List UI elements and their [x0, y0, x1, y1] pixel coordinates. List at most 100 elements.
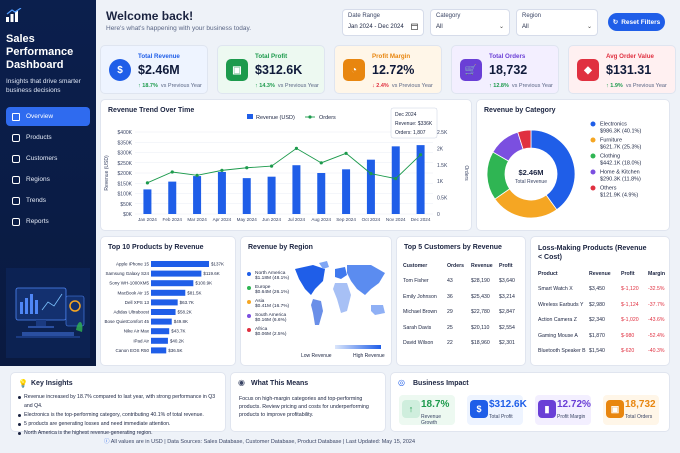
reset-filters-label: Reset Filters [621, 18, 661, 26]
sidebar-item-reports[interactable]: Reports [6, 212, 90, 231]
orders-point [145, 181, 150, 185]
product-label: Adidas Ultraboost [113, 310, 149, 315]
kpi-change-value: 2.4% [376, 83, 389, 89]
table-cell: Michael Brown [403, 309, 438, 315]
table-cell: $2,980 [589, 301, 605, 308]
product-value-label: $137K [211, 262, 224, 267]
sidebar-item-customers[interactable]: Customers [6, 149, 90, 168]
sidebar-item-label: Regions [26, 176, 50, 183]
revenue-bar [342, 169, 351, 214]
kpi-change: ↑ 14.3% vs Previous Year [255, 83, 319, 89]
y2-tick-label: 2.5K [437, 130, 448, 136]
x-tick-label: Feb 2024 [163, 217, 183, 222]
region-legend-item: Africa $0.06M (2.5%) [247, 327, 291, 341]
table-cell: Gaming Mouse A [538, 332, 578, 339]
table-cell: Wireless Earbuds Y [538, 301, 584, 308]
y2-tick-label: 1.5K [437, 163, 448, 169]
table-cell: -43.6% [648, 317, 665, 323]
kpi-change-value: 14.3% [259, 83, 275, 89]
pie-icon: ◔ [343, 59, 365, 81]
kpi-value: $2.46M [138, 63, 180, 77]
revenue-bar [242, 178, 251, 214]
product-bar [151, 299, 178, 306]
revenue-by-region-panel: Revenue by Region North America $1.18M (4… [240, 236, 392, 366]
sidebar: Sales Performance Dashboard Insights tha… [0, 0, 96, 366]
revenue-bar [168, 181, 177, 214]
arrow-down-icon: ↓ [372, 83, 377, 89]
product-bar [151, 347, 167, 354]
table-cell: $2,554 [499, 324, 515, 331]
impact-label: Profit Margin [557, 414, 586, 420]
table-header: Profit [499, 263, 513, 269]
date-range-filter[interactable]: Date Range Jan 2024 - Dec 2024 [342, 9, 424, 36]
legend-category-name: Clothing [600, 154, 620, 160]
kpi-card-total-profit: ▣ Total Profit $312.6K ↑ 14.3% vs Previous Y… [217, 45, 325, 94]
region-filter[interactable]: Region All ⌄ [516, 9, 598, 36]
kpi-change-value: 12.8% [493, 83, 509, 89]
impact-value: 18.7% [421, 399, 450, 410]
x-tick-label: Mar 2024 [187, 217, 207, 222]
date-range-label: Date Range [348, 13, 381, 19]
legend-category-value: $621.7K (25.3%) [600, 145, 641, 151]
kpi-card-avg-order-value: ◆ Avg Order Value $131.31 ↑ 1.9% vs Previous… [568, 45, 676, 94]
eye-icon: ◉ [238, 378, 245, 387]
region-legend-item: Europe $0.64M (26.1%) [247, 285, 291, 299]
region-value: $1.18M (48.1%) [255, 276, 290, 281]
table-cell: $2,847 [499, 309, 515, 315]
insight-item: 5 products are generating losses and nee… [17, 420, 221, 429]
table-cell: $2,301 [499, 340, 515, 346]
y-tick-label: $250K [118, 161, 133, 167]
sidebar-item-trends[interactable]: Trends [6, 191, 90, 210]
product-label: Dell XPS 13 [125, 300, 150, 305]
category-filter[interactable]: Category All ⌄ [430, 9, 510, 36]
product-bar [151, 261, 209, 267]
sidebar-item-label: Trends [26, 197, 46, 204]
product-value-label: $49.8K [174, 319, 188, 324]
insight-item: North America is the highest revenue-gen… [17, 429, 221, 438]
legend-low-label: Low Revenue [301, 353, 332, 359]
region-color-scale [335, 345, 381, 349]
sidebar-item-products[interactable]: Products [6, 128, 90, 147]
orders-point [269, 164, 274, 168]
legend-category-name: Furniture [600, 138, 622, 144]
x-tick-label: Jun 2024 [262, 217, 281, 222]
y2-tick-label: 2K [437, 146, 444, 152]
reset-filters-button[interactable]: ↻ Reset Filters [608, 13, 665, 31]
meaning-text: Focus on high-margin categories and top-… [239, 396, 369, 418]
kpi-change: ↑ 12.8% vs Previous Year [489, 83, 553, 89]
impact-label: Total Profit [489, 414, 513, 420]
y-tick-label: $100K [118, 192, 133, 198]
kpi-label: Total Profit [255, 53, 288, 60]
loss-products-title: Loss-Making Products (Revenue < Cost) [538, 245, 647, 261]
cart-icon: 🛒 [460, 59, 482, 81]
globe-icon [12, 175, 20, 184]
north-america-shape [295, 265, 325, 295]
table-cell: $-1,124 [621, 301, 639, 308]
app-title: Sales Performance Dashboard [6, 33, 74, 71]
key-insights-title: Key Insights [31, 380, 73, 387]
sidebar-item-label: Customers [26, 155, 58, 162]
tooltip-revenue: Revenue: $336K [395, 121, 433, 127]
key-insights-panel: 💡 Key Insights Revenue increased by 18.7… [10, 372, 226, 436]
kpi-card-profit-margin: ◔ Profit Margin 12.72% ↓ 2.4% vs Previous Ye… [334, 45, 442, 94]
kpi-compare: vs Previous Year [277, 83, 319, 89]
table-header: Margin [648, 271, 666, 277]
australia-shape [371, 305, 385, 315]
revenue-bar [217, 171, 226, 214]
sidebar-item-regions[interactable]: Regions [6, 170, 90, 189]
region-value: $0.06M (2.5%) [255, 332, 287, 337]
orders-point [195, 173, 199, 177]
table-cell: $22,780 [471, 309, 490, 315]
legend-category-name: Others [600, 186, 617, 192]
bar-chart-logo-icon [6, 7, 22, 22]
arrow-up-icon: ↑ [606, 83, 611, 89]
tooltip-orders: Orders: 1,807 [395, 130, 426, 136]
kpi-change-value: 1.9% [610, 83, 623, 89]
legend-swatch [590, 137, 596, 143]
product-label: Apple iPhone 15 [116, 262, 150, 267]
arrow-up-icon: ↑ [489, 83, 494, 89]
chevron-down-icon: ⌄ [586, 24, 592, 30]
region-name: North America [255, 271, 286, 276]
product-value-label: $58.2K [178, 310, 192, 315]
sidebar-item-overview[interactable]: Overview [6, 107, 90, 126]
